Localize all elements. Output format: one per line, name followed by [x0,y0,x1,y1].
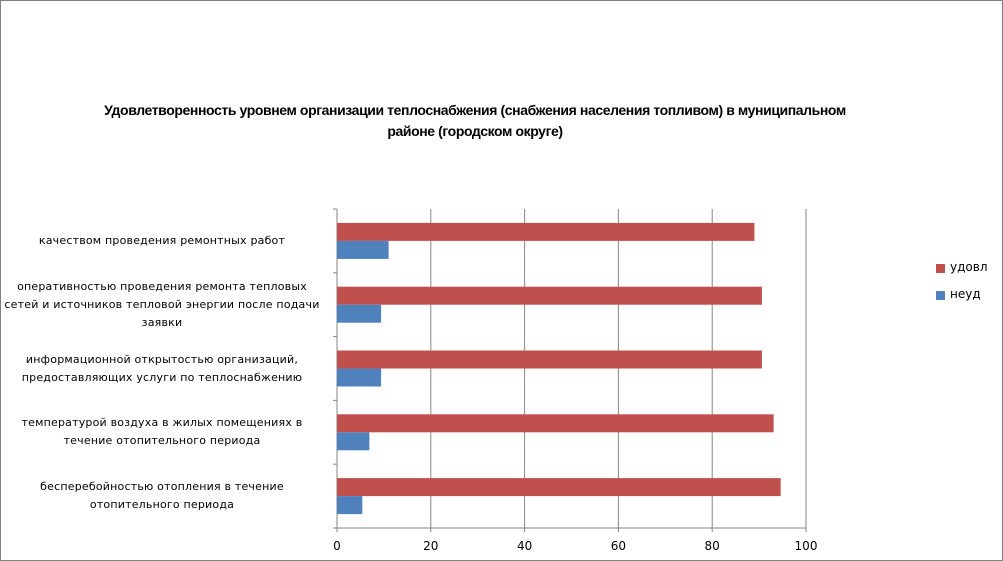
category-label: качеством проведения ремонтных работ [38,233,286,247]
x-tick-label: 40 [516,539,533,553]
bar-neud [337,304,382,323]
legend-swatch [936,291,945,300]
bar-neud [337,432,370,451]
category-label: бесперебойностью отопления в течение ото… [40,480,284,512]
legend-label: удовл [950,260,988,274]
bar-udovl [337,350,762,369]
bar-neud [337,240,389,259]
bar-neud [337,496,363,515]
bar-udovl [337,286,762,305]
legend-label: неуд [950,287,981,301]
x-tick-label: 60 [610,539,627,553]
x-tick-label: 80 [704,539,720,553]
category-label: температурой воздуха в жилых помещениях … [21,416,303,448]
chart-title: Удовлетворенность уровнем организации те… [104,102,846,139]
category-label: оперативностью проведения ремонта теплов… [4,279,320,329]
bar-udovl [337,414,774,433]
bar-udovl [337,478,781,497]
x-tick-label: 20 [423,539,439,553]
legend-swatch [936,264,945,273]
bar-neud [337,368,382,387]
x-tick-label: 0 [333,539,341,553]
category-label: информационной открытостью организаций, … [21,352,303,384]
x-tick-label: 100 [794,539,818,553]
bar-udovl [337,222,755,241]
